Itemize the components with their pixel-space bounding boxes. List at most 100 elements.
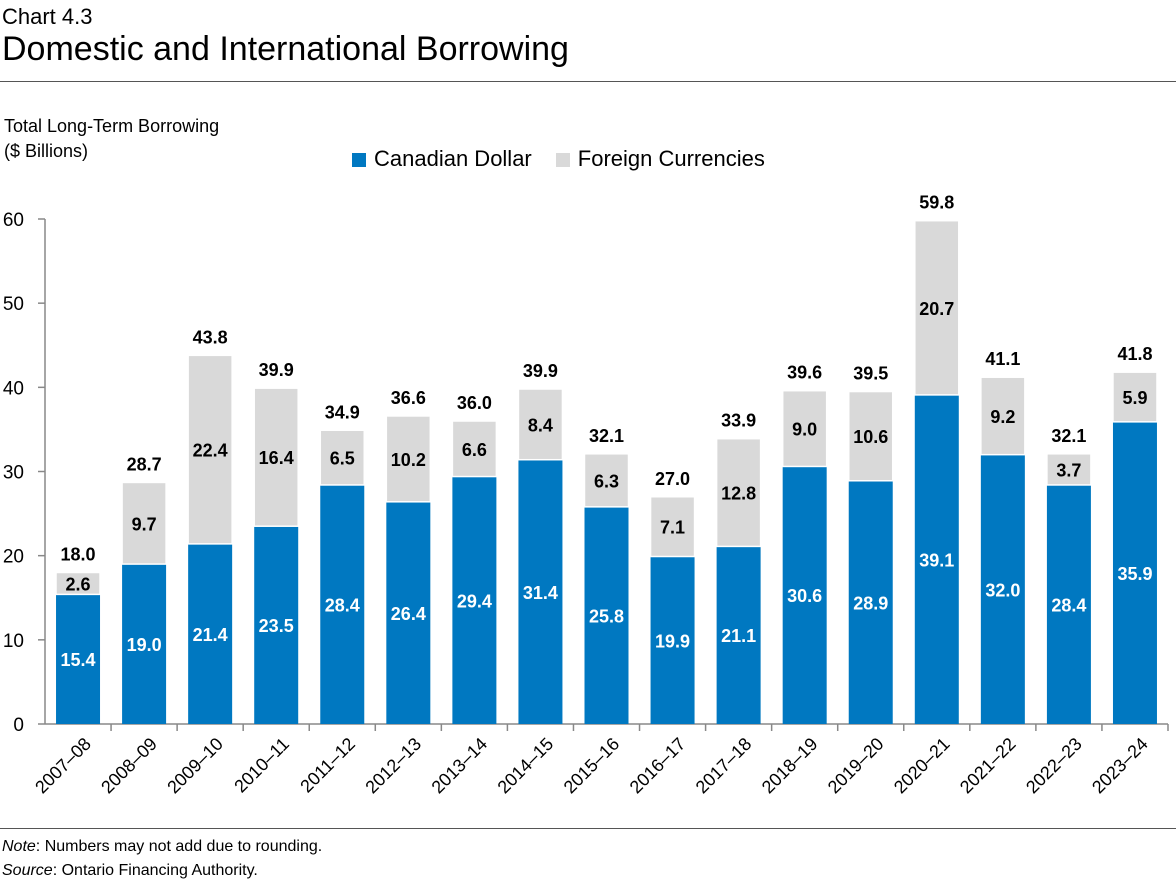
- total-label: 32.1: [589, 426, 624, 446]
- source-label: Source: [2, 862, 53, 879]
- data-label: 22.4: [193, 441, 228, 461]
- legend-label: Canadian Dollar: [374, 146, 532, 171]
- bar-foreign: [781, 389, 828, 468]
- data-label: 28.4: [325, 595, 360, 615]
- bar-canadian: [650, 556, 695, 724]
- bar-foreign: [1112, 371, 1158, 423]
- legend: Canadian Dollar Foreign Currencies: [352, 146, 765, 172]
- bar-foreign: [649, 496, 696, 558]
- data-label: 6.3: [594, 471, 619, 491]
- bar-foreign: [121, 481, 167, 565]
- data-label: 21.1: [721, 626, 756, 646]
- x-tick-label: 2013–14: [428, 734, 492, 798]
- note-label: Note: [2, 838, 36, 855]
- bar-foreign: [319, 429, 366, 486]
- bar-canadian: [1112, 421, 1157, 724]
- bar-foreign: [914, 219, 960, 396]
- total-label: 32.1: [1051, 426, 1086, 446]
- data-label: 31.4: [523, 583, 558, 603]
- bar-canadian: [56, 594, 101, 724]
- data-label: 16.4: [259, 448, 294, 468]
- bar-canadian: [914, 394, 959, 724]
- y-tick-label: 60: [3, 210, 24, 231]
- data-label: 39.1: [919, 550, 954, 570]
- x-tick-label: 2009–10: [163, 734, 227, 798]
- bar-canadian: [848, 480, 893, 724]
- legend-item-canadian-dollar: Canadian Dollar: [352, 146, 532, 172]
- data-label: 29.4: [457, 591, 492, 611]
- bar-foreign: [1046, 453, 1092, 486]
- total-label: 41.1: [985, 349, 1020, 369]
- bar-canadian: [188, 543, 233, 724]
- data-label: 19.0: [127, 635, 162, 655]
- bar-canadian: [518, 459, 563, 724]
- bar-canadian: [1046, 484, 1091, 724]
- bar-canadian: [254, 526, 299, 724]
- bar-foreign: [385, 415, 432, 503]
- x-tick-label: 2019–20: [824, 734, 888, 798]
- total-label: 34.9: [325, 402, 360, 422]
- data-label: 26.4: [391, 604, 426, 624]
- y-axis-label-line2: ($ Billions): [4, 141, 89, 161]
- x-tick-label: 2018–19: [758, 734, 822, 798]
- data-label: 12.8: [721, 484, 756, 504]
- x-tick-label: 2015–16: [560, 734, 624, 798]
- note: Note: Numbers may not add due to roundin…: [2, 838, 322, 856]
- total-label: 36.6: [391, 388, 426, 408]
- bar-canadian: [320, 484, 365, 724]
- legend-item-foreign-currencies: Foreign Currencies: [555, 146, 765, 172]
- data-label: 32.0: [985, 580, 1020, 600]
- x-tick-label: 2016–17: [626, 734, 690, 798]
- data-label: 6.6: [462, 440, 487, 460]
- data-label: 28.9: [853, 593, 888, 613]
- total-label: 39.6: [787, 363, 822, 383]
- x-tick-label: 2023–24: [1088, 734, 1152, 798]
- legend-swatch: [352, 153, 366, 168]
- total-label: 39.9: [259, 360, 294, 380]
- data-label: 19.9: [655, 631, 690, 651]
- data-label: 15.4: [61, 650, 96, 670]
- data-label: 9.2: [990, 407, 1015, 427]
- bar-canadian: [122, 564, 167, 724]
- data-label: 10.6: [853, 427, 888, 447]
- x-tick-label: 2020–21: [890, 734, 954, 798]
- x-tick-label: 2011–12: [296, 734, 359, 797]
- x-tick-label: 2012–13: [361, 734, 425, 798]
- y-tick-label: 40: [3, 378, 24, 399]
- source: Source: Ontario Financing Authority.: [2, 862, 258, 880]
- x-tick-label: 2022–23: [1022, 734, 1086, 798]
- x-tick-label: 2008–09: [97, 734, 161, 798]
- legend-label: Foreign Currencies: [577, 146, 765, 171]
- data-label: 20.7: [919, 299, 954, 319]
- data-label: 6.5: [330, 449, 355, 469]
- bar-foreign: [980, 376, 1026, 456]
- chart-title: Domestic and International Borrowing: [2, 30, 569, 68]
- total-label: 43.8: [193, 327, 228, 347]
- source-text: : Ontario Financing Authority.: [52, 862, 258, 879]
- bar-canadian: [980, 454, 1025, 724]
- total-label: 59.8: [919, 193, 954, 213]
- data-label: 9.7: [132, 514, 157, 534]
- data-label: 21.4: [193, 625, 228, 645]
- bar-foreign: [55, 571, 101, 596]
- total-label: 39.5: [853, 364, 888, 384]
- x-tick-label: 2014–15: [494, 734, 558, 798]
- y-tick-label: 50: [3, 294, 24, 315]
- x-tick-label: 2017–18: [692, 734, 756, 798]
- data-label: 23.5: [259, 616, 294, 636]
- bar-canadian: [386, 501, 431, 724]
- y-axis-label-line1: Total Long-Term Borrowing: [4, 116, 220, 136]
- chart-number: Chart 4.3: [2, 4, 93, 29]
- y-tick-label: 10: [3, 631, 24, 652]
- data-label: 25.8: [589, 606, 624, 626]
- legend-swatch: [555, 153, 570, 168]
- data-label: 9.0: [792, 420, 817, 440]
- total-label: 18.0: [61, 545, 96, 565]
- note-text: : Numbers may not add due to rounding.: [35, 838, 323, 855]
- total-label: 41.8: [1117, 344, 1152, 364]
- y-tick-label: 30: [3, 463, 24, 484]
- data-label: 10.2: [391, 450, 426, 470]
- x-tick-label: 2007–08: [31, 734, 95, 798]
- footer-divider: [0, 828, 1176, 829]
